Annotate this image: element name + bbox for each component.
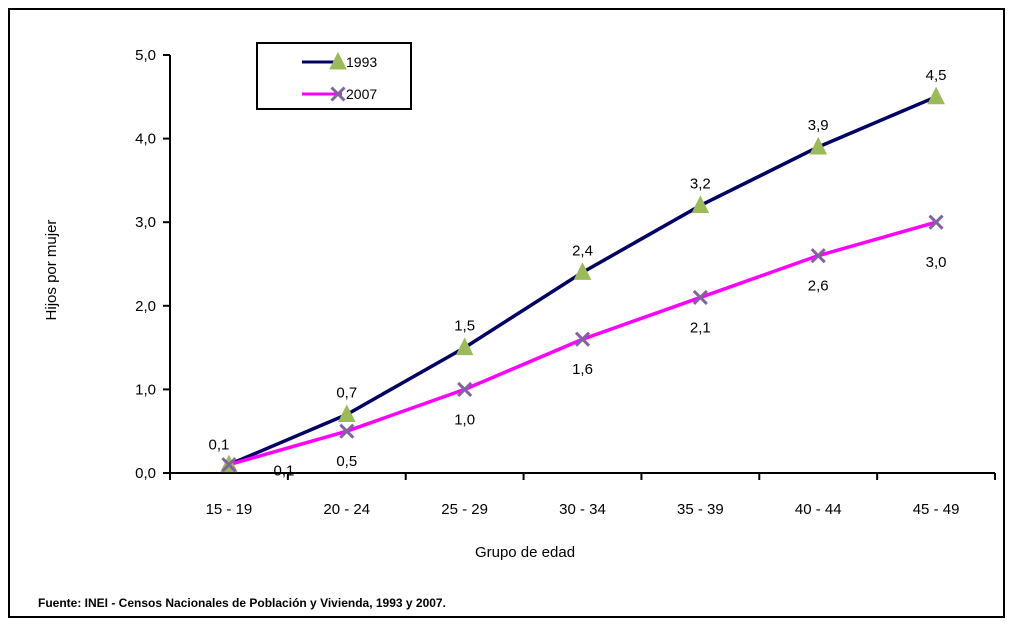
legend-label-1993: 1993 [346, 54, 377, 70]
x-tick-label: 45 - 49 [913, 501, 960, 518]
data-label-2007: 1,6 [572, 361, 593, 378]
x-tick-label: 40 - 44 [795, 501, 842, 518]
source-note: Fuente: INEI - Censos Nacionales de Pobl… [38, 596, 446, 610]
x-marker-stroke [928, 214, 944, 230]
marker-1993 [455, 337, 474, 356]
y-tick-label: 5,0 [135, 47, 156, 64]
marker-2007 [339, 423, 355, 439]
series-markers [220, 86, 945, 473]
chart-frame [8, 8, 1005, 618]
data-label-2007: 0,5 [336, 453, 357, 470]
y-tick-label: 0,0 [135, 465, 156, 482]
x-tick-label: 30 - 34 [559, 501, 606, 518]
marker-2007 [692, 289, 708, 306]
legend-marker-2007 [330, 86, 346, 102]
series-line-1993 [228, 95, 937, 467]
legend-marker-1993 [329, 51, 347, 70]
x-marker-stroke [810, 248, 826, 264]
y-tick-label: 3,0 [135, 214, 156, 231]
x-marker-stroke [330, 86, 346, 102]
legend: 1993 2007 [256, 42, 412, 110]
x-tick-label: 35 - 39 [677, 501, 724, 518]
data-labels: 0,1 0,7 1,5 2,4 3,2 3,9 4,5 0,1 0,5 1,0 1,6 2,1 2,6 3… [208, 67, 946, 480]
series-lines [228, 95, 937, 467]
y-tick-label: 1,0 [135, 381, 156, 398]
y-axis-title: Hijos por mujer [43, 220, 60, 321]
data-label-1993: 0,1 [208, 437, 229, 454]
marker-1993 [809, 136, 828, 155]
marker-1993 [573, 262, 592, 280]
data-label-1993: 1,5 [454, 318, 475, 335]
marker-1993 [337, 404, 356, 422]
legend-marker-shape [329, 51, 347, 70]
x-tick-label: 20 - 24 [323, 501, 370, 518]
data-label-2007: 0,1 [273, 463, 294, 480]
x-marker-stroke [457, 381, 473, 397]
y-tick-label: 2,0 [135, 298, 156, 315]
marker-1993 [691, 195, 710, 213]
x-marker-stroke [692, 289, 708, 306]
marker-2007 [221, 457, 237, 473]
legend-marker-shape [330, 86, 346, 102]
data-label-1993: 3,9 [808, 117, 829, 134]
data-label-1993: 4,5 [926, 67, 947, 84]
x-marker-stroke [339, 423, 355, 439]
data-label-1993: 3,2 [690, 175, 711, 192]
x-marker-stroke [221, 457, 237, 473]
data-label-2007: 2,1 [690, 319, 711, 336]
marker-2007 [928, 214, 944, 230]
y-tick-label: 4,0 [135, 131, 156, 148]
x-tick-label: 25 - 29 [441, 501, 488, 518]
axes: 0,0 1,0 2,0 3,0 4,0 5,0 15 - 19 20 - 24 25 - 29 3… [135, 47, 996, 518]
marker-2007 [810, 248, 826, 264]
x-axis-title: Grupo de edad [475, 544, 575, 561]
marker-2007 [457, 381, 473, 397]
data-label-1993: 0,7 [336, 384, 357, 401]
marker-2007 [574, 331, 591, 347]
legend-label-2007: 2007 [346, 86, 377, 102]
marker-1993 [927, 86, 945, 105]
data-label-1993: 2,4 [572, 242, 593, 259]
x-tick-label: 15 - 19 [206, 501, 253, 518]
data-label-2007: 3,0 [926, 254, 947, 271]
x-marker-stroke [574, 331, 591, 347]
data-label-2007: 1,0 [454, 411, 475, 428]
data-label-2007: 2,6 [808, 278, 829, 295]
